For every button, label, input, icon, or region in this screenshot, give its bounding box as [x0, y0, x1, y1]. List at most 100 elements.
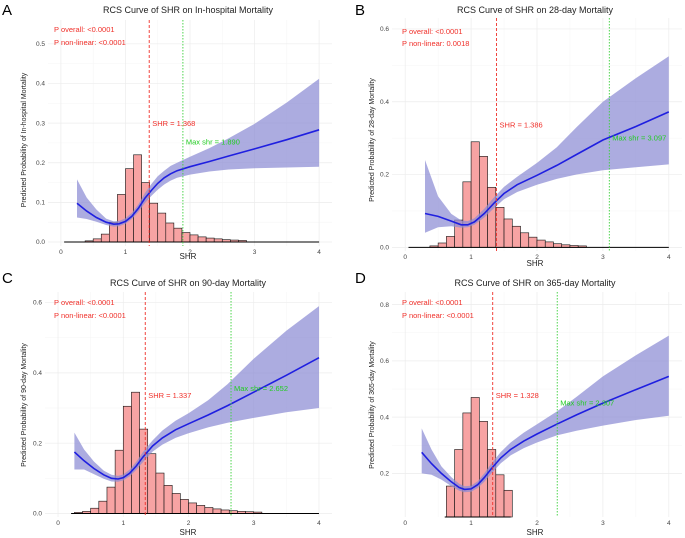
p1-hist-bar [470, 141, 480, 248]
p3-hist-bar [470, 397, 480, 518]
p2-hist-bar [106, 486, 116, 514]
p0-xtick-label: 1 [124, 249, 128, 256]
p2-ytick-label: 0.2 [33, 440, 42, 447]
p0-hist-bar [133, 154, 142, 243]
p0-hist-bar [100, 233, 110, 243]
p0-ytick-label: 0.0 [36, 239, 45, 246]
p2-ytick-label: 0.6 [33, 300, 42, 307]
panel-d: D RCS Curve of SHR on 365-day Mortality … [355, 270, 682, 537]
p1-hist-bar [536, 239, 546, 248]
p2-hist-bar [180, 499, 189, 514]
p2-hist-bar [188, 502, 197, 514]
p2-xtick-label: 3 [252, 520, 256, 527]
p1-hist-bar [511, 225, 521, 248]
panel-a-title: RCS Curve of SHR on In-hospital Mortalit… [103, 5, 274, 15]
p1-cutpoint-label: SHR = 1.386 [500, 121, 543, 130]
panel-label-c: C [2, 270, 13, 287]
p0-xtick-label: 2 [188, 249, 192, 256]
p0-max-shr-label: Max shr = 1.890 [186, 137, 240, 146]
p0-xtick-label: 3 [253, 249, 257, 256]
p3-ytick-label: 0.8 [380, 302, 389, 309]
p1-max-shr-label: Max shr = 3.097 [612, 134, 666, 143]
p3-hist-bar [462, 412, 472, 518]
p1-hist-bar [495, 207, 505, 248]
p2-xtick-label: 4 [317, 520, 321, 527]
panel-c-plot: 0 1 2 3 4 0.0 0.2 0.4 0.6 SHR = 1.337 Max shr = 2.… [33, 292, 332, 527]
p1-hist-bar [437, 242, 447, 248]
p0-ytick-label: 0.2 [36, 160, 45, 167]
p3-xtick-label: 3 [601, 520, 605, 527]
panel-c-p-overall: P overall: <0.0001 [54, 298, 115, 307]
p2-hist-bar [155, 472, 165, 514]
p3-hist-bar [503, 489, 513, 518]
panel-d-p-nonlinear: P non-linear: <0.0001 [402, 311, 474, 320]
p0-ytick-label: 0.1 [36, 200, 45, 207]
p2-hist-bar [131, 391, 140, 514]
p0-hist-bar [149, 202, 159, 243]
p0-hist-bar [197, 236, 207, 243]
panel-c-title: RCS Curve of SHR on 90-day Mortality [110, 278, 267, 288]
p3-cutpoint-label: SHR = 1.328 [496, 391, 539, 400]
p1-xtick-label: 0 [403, 254, 407, 261]
panel-a-xlabel: SHR [180, 252, 197, 261]
p0-hist-bar [189, 234, 199, 243]
p1-hist-bar [446, 236, 455, 248]
p0-hist-bar [205, 237, 215, 243]
p3-xtick-label: 4 [667, 520, 671, 527]
panel-label-a: A [2, 2, 12, 19]
p2-hist-bar [90, 507, 100, 514]
p1-hist-bar [544, 241, 554, 248]
p0-hist-bar [173, 227, 183, 243]
p3-hist-bar [446, 485, 455, 518]
p3-confidence-band [421, 335, 669, 493]
panel-b-p-overall: P overall: <0.0001 [402, 27, 463, 36]
p2-hist-bar [196, 505, 206, 514]
p1-hist-bar [520, 232, 530, 248]
panel-c-xlabel: SHR [180, 528, 197, 537]
p2-hist-bar [220, 509, 230, 514]
p1-xtick-label: 2 [535, 254, 539, 261]
p2-hist-bar [98, 500, 108, 514]
panel-c: C RCS Curve of SHR on 90-day Mortality P… [2, 270, 332, 537]
p2-max-shr-label: Max shr = 2.652 [234, 384, 288, 393]
p1-xtick-label: 3 [601, 254, 605, 261]
p0-hist-bar [157, 212, 167, 243]
panel-b: B RCS Curve of SHR on 28-day Mortality P… [355, 2, 682, 268]
p3-xtick-label: 1 [469, 520, 473, 527]
p1-hist-bar [528, 236, 538, 248]
panel-b-title: RCS Curve of SHR on 28-day Mortality [457, 5, 614, 15]
panel-b-xlabel: SHR [527, 259, 544, 268]
panel-c-ylabel: Predicted Probability of 90-day Mortalit… [21, 343, 28, 467]
p1-confidence-band [425, 56, 669, 233]
p1-xtick-label: 4 [667, 254, 671, 261]
panel-a-ylabel: Predicted Probability of In-hospital Mor… [21, 72, 28, 207]
p2-hist-bar [171, 493, 181, 514]
p3-ytick-label: 0.6 [380, 358, 389, 365]
panel-c-p-nonlinear: P non-linear: <0.0001 [54, 311, 126, 320]
p2-hist-bar [147, 453, 157, 514]
panel-label-b: B [355, 2, 365, 19]
p2-ytick-label: 0.4 [33, 370, 42, 377]
p3-xtick-label: 2 [535, 520, 539, 527]
p0-ytick-label: 0.4 [36, 81, 45, 88]
p2-hist-bar [114, 449, 124, 514]
p0-hist-bar [117, 194, 126, 243]
p1-ytick-label: 0.2 [380, 172, 389, 179]
p2-rcs-curve [73, 356, 320, 480]
panel-label-d: D [355, 270, 366, 287]
p0-hist-bar [125, 168, 134, 243]
p0-confidence-band [77, 78, 320, 227]
p1-xtick-label: 1 [469, 254, 473, 261]
p1-hist-bar [503, 218, 513, 248]
p1-hist-bar [487, 186, 497, 248]
p1-hist-bar [553, 243, 563, 248]
p3-hist-bar [495, 474, 505, 518]
panel-a-p-overall: P overall: <0.0001 [54, 25, 115, 34]
p1-ytick-label: 0.6 [380, 26, 389, 33]
p2-hist-bar [122, 405, 132, 514]
p2-xtick-label: 2 [187, 520, 191, 527]
p0-ytick-label: 0.3 [36, 120, 45, 127]
panel-d-title: RCS Curve of SHR on 365-day Mortality [454, 278, 616, 288]
p2-xtick-label: 1 [121, 520, 125, 527]
